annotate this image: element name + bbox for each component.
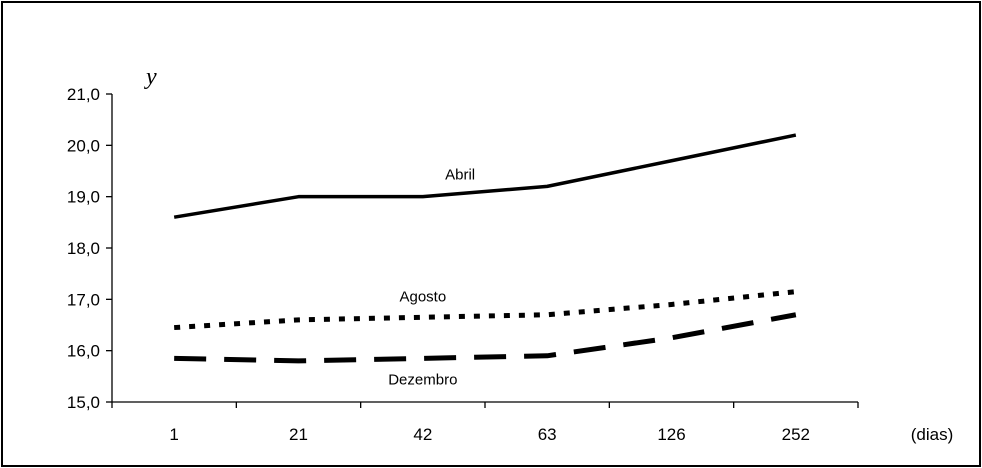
x-tick-label: 252: [782, 425, 810, 444]
series-lines: [173, 133, 797, 364]
y-tick-label: 17,0: [67, 290, 100, 309]
y-tick-label: 15,0: [67, 393, 100, 412]
y-tick-label: 20,0: [67, 136, 100, 155]
x-ticks: 1 21 42 63 126 252: [111, 402, 859, 444]
y-tick-label: 18,0: [67, 239, 100, 258]
y-tick-label: 19,0: [67, 188, 100, 207]
x-tick-label: 63: [538, 425, 557, 444]
x-axis-label: (dias): [911, 425, 954, 444]
series-labels: Abril Agosto Dezembro: [388, 167, 475, 389]
series-label-abril: Abril: [445, 167, 475, 184]
x-tick-label: 126: [657, 425, 685, 444]
y-tick-label: 21,0: [67, 85, 100, 104]
y-tick-label: 16,0: [67, 342, 100, 361]
y-ticks: 15,0 16,0 17,0 18,0 19,0 20,0 21,0: [67, 85, 112, 412]
series-label-agosto: Agosto: [399, 288, 446, 305]
x-tick-label: 1: [169, 425, 178, 444]
series-line-dezembro: [174, 312, 797, 364]
series-line-abril: [173, 133, 797, 219]
x-tick-label: 21: [289, 425, 308, 444]
x-tick-label: 42: [413, 425, 432, 444]
series-line-agosto: [174, 289, 797, 331]
series-label-dezembro: Dezembro: [388, 371, 457, 388]
y-axis-label: y: [144, 64, 157, 90]
